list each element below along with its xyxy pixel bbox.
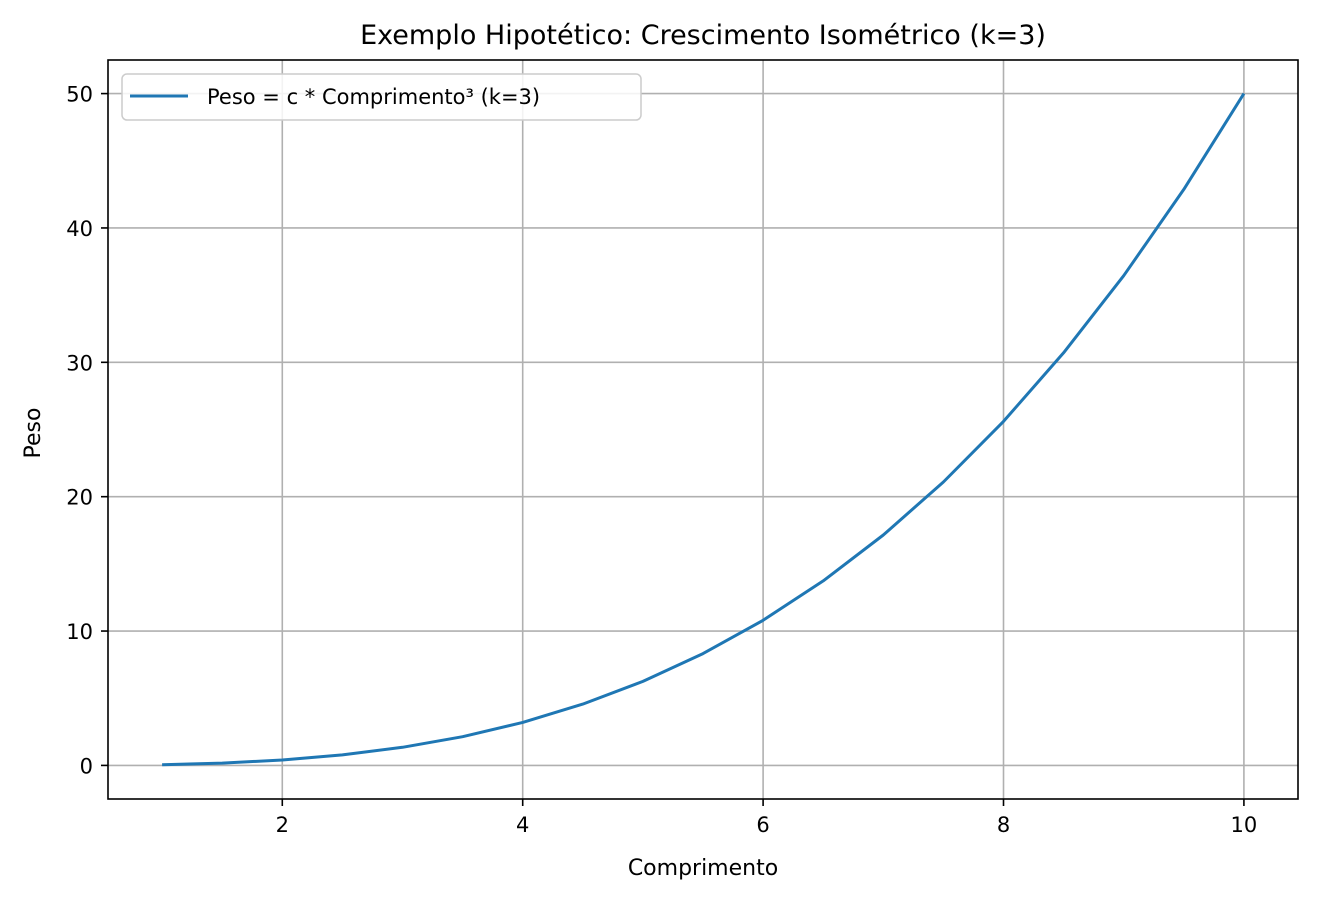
x-tick-label: 10	[1231, 813, 1258, 837]
x-tick-label: 8	[997, 813, 1010, 837]
y-tick-label: 30	[66, 351, 93, 375]
y-tick-label: 0	[80, 754, 93, 778]
y-tick-label: 50	[66, 83, 93, 107]
y-tick-label: 40	[66, 217, 93, 241]
series-layer	[162, 92, 1246, 767]
axis-ticks: 2 4 6 8 10 0 10 20 30 40 50	[66, 83, 1257, 837]
x-tick-label: 6	[756, 813, 769, 837]
y-tick-label: 20	[66, 486, 93, 510]
plot-frame	[107, 59, 1299, 800]
x-tick-label: 4	[516, 813, 529, 837]
x-tick-label: 2	[276, 813, 289, 837]
x-axis-label: Comprimento	[628, 856, 778, 881]
grid-lines	[108, 60, 1298, 799]
legend-label: Peso = c * Comprimento³ (k=3)	[207, 85, 540, 109]
legend: Peso = c * Comprimento³ (k=3)	[121, 73, 642, 121]
y-tick-label: 10	[66, 620, 93, 644]
legend-box	[121, 73, 642, 121]
chart-title: Exemplo Hipotético: Crescimento Isométri…	[360, 20, 1046, 51]
series-line	[162, 92, 1246, 767]
y-axis-label: Peso	[21, 408, 46, 459]
